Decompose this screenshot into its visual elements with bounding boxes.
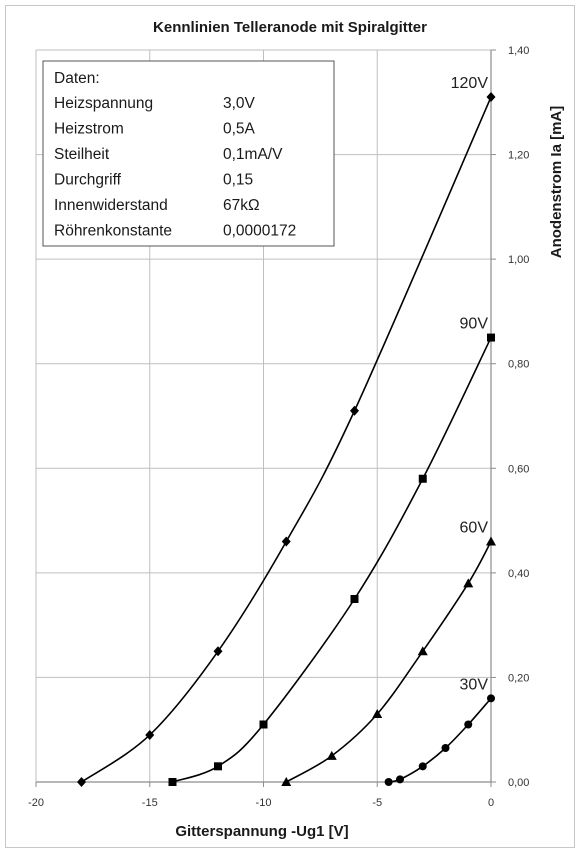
x-tick-labels: -20 -15 -10 -5 0 — [28, 797, 494, 809]
info-label: Steilheit — [54, 146, 110, 163]
y-tick-label: 1,40 — [508, 45, 529, 57]
info-value: 0,1mA/V — [223, 146, 283, 163]
series-line-60V — [285, 541, 492, 783]
y-tick-label: 0,00 — [508, 777, 529, 789]
data-point-square — [214, 762, 222, 771]
data-point-circle — [441, 744, 450, 753]
y-tick-labels: 0,00 0,20 0,40 0,60 0,80 1,00 1,20 1,40 — [508, 45, 529, 789]
chart-title: Kennlinien Telleranode mit Spiralgitter — [153, 19, 427, 36]
data-point-diamond — [213, 646, 223, 657]
info-value: 3,0V — [223, 95, 256, 112]
data-point-square — [350, 595, 359, 603]
y-tick-label: 0,40 — [508, 568, 529, 580]
data-point-diamond — [145, 729, 155, 740]
series-label: 60V — [460, 519, 489, 536]
series-line-90V — [172, 337, 492, 783]
data-point-circle — [487, 694, 495, 703]
info-value: 0,0000172 — [223, 223, 296, 240]
series-label: 90V — [460, 316, 489, 333]
y-tick-label: 0,60 — [508, 463, 529, 475]
series-line-30V — [388, 697, 492, 783]
info-value: 0,5A — [223, 121, 256, 138]
data-point-triangle — [372, 709, 383, 719]
info-label: Durchgriff — [54, 172, 122, 189]
data-info-box: Daten: Heizspannung 3,0V Heizstrom 0,5A Steil… — [42, 60, 335, 247]
data-point-diamond — [486, 92, 496, 103]
data-point-square — [418, 474, 427, 483]
data-point-circle — [464, 720, 473, 729]
x-tick-label: -10 — [256, 797, 272, 809]
info-label: Heizspannung — [54, 95, 153, 112]
series-label: 120V — [451, 75, 489, 92]
y-tick-label: 0,20 — [508, 672, 529, 684]
series-markers — [77, 92, 496, 787]
series-label: 30V — [460, 676, 489, 693]
y-tick-label: 1,00 — [508, 254, 529, 266]
x-tick-label: -15 — [142, 797, 158, 809]
data-point-square — [487, 333, 495, 342]
x-tick-label: 0 — [488, 797, 494, 809]
data-point-triangle — [486, 536, 496, 546]
y-tick-label: 0,80 — [508, 359, 529, 371]
data-point-triangle — [417, 646, 428, 656]
data-point-square — [259, 720, 268, 729]
series-labels: 120V 90V 60V 30V — [451, 75, 489, 693]
data-point-triangle — [281, 777, 292, 786]
data-point-diamond — [77, 777, 86, 787]
info-value: 0,15 — [223, 172, 253, 189]
x-tick-label: -20 — [28, 797, 44, 809]
data-point-triangle — [326, 750, 337, 760]
y-axis-title: Anodenstrom Ia [mA] — [548, 106, 565, 259]
info-label: Innenwiderstand — [54, 197, 168, 214]
axes — [35, 49, 496, 787]
info-box-border — [42, 60, 335, 247]
y-tick-label: 1,20 — [508, 150, 529, 162]
info-label: Heizstrom — [54, 121, 124, 138]
data-point-diamond — [350, 405, 359, 416]
info-label: Röhrenkonstante — [54, 223, 172, 240]
data-point-diamond — [281, 536, 291, 547]
x-axis-title: Gitterspannung -Ug1 [V] — [175, 823, 348, 840]
data-point-triangle — [463, 578, 474, 588]
data-point-square — [168, 778, 177, 786]
x-tick-label: -5 — [372, 797, 382, 809]
info-value: 67kΩ — [223, 197, 260, 214]
data-point-circle — [396, 775, 404, 784]
info-heading: Daten: — [54, 70, 100, 87]
data-point-circle — [418, 762, 427, 771]
data-point-circle — [384, 778, 393, 786]
